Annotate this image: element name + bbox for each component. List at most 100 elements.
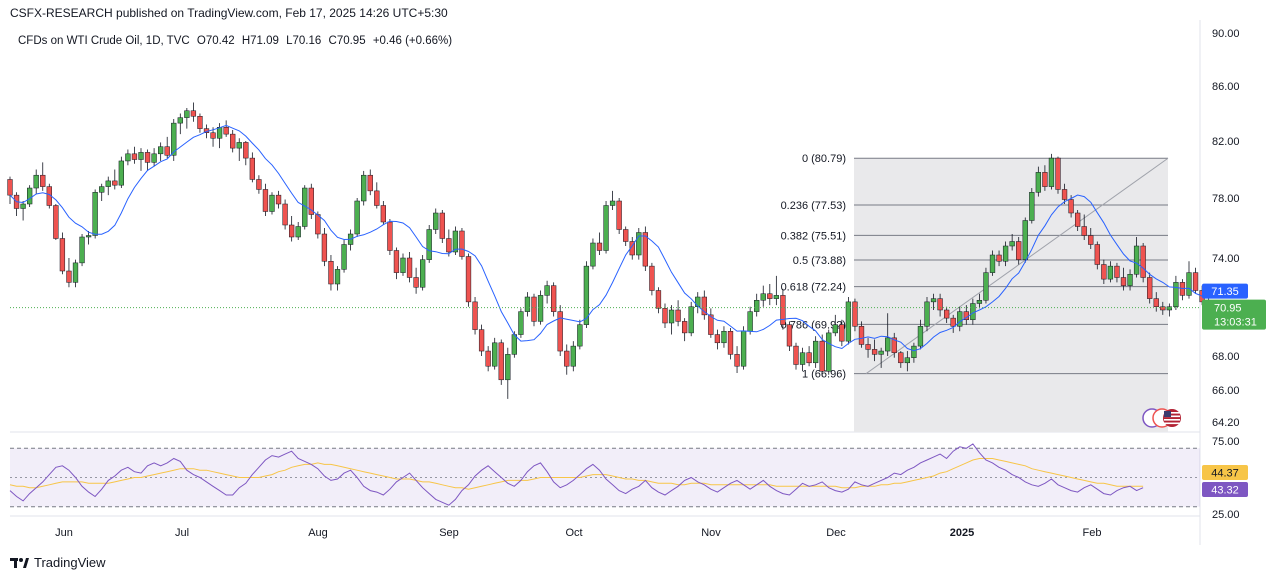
- candle: [112, 169, 118, 190]
- candle: [144, 149, 151, 171]
- candle-body: [983, 272, 989, 301]
- candle: [727, 327, 734, 360]
- fib-level-label-4: 0.618 (72.24): [781, 282, 846, 294]
- flag-stripe: [1164, 419, 1180, 421]
- candle-body: [308, 187, 314, 215]
- candle-body: [66, 270, 72, 283]
- candle-body: [649, 265, 655, 291]
- candle-body: [655, 290, 662, 309]
- candle: [1153, 292, 1159, 312]
- currency-flags-icon[interactable]: [1142, 408, 1181, 428]
- fibonacci-retracement[interactable]: 0 (80.79) 0.236 (77.53) 0.382 (75.51) 0.5 (…: [781, 153, 1169, 432]
- price-tick-label: 82.00: [1212, 136, 1240, 148]
- candle-body: [321, 233, 328, 262]
- candle: [551, 282, 557, 317]
- candle: [636, 228, 642, 260]
- symbol-name[interactable]: CFDs on WTI Crude Oil, 1D, TVC: [18, 35, 190, 47]
- candle: [243, 141, 249, 166]
- candle: [1094, 241, 1100, 270]
- candle-body: [1120, 277, 1127, 286]
- candle-body: [164, 146, 170, 156]
- candle-body: [459, 230, 465, 257]
- candle: [852, 298, 858, 332]
- candle-body: [688, 306, 694, 334]
- time-tick-label: Dec: [826, 527, 846, 539]
- candle: [459, 228, 465, 260]
- candle-body: [524, 296, 531, 312]
- candle: [485, 346, 491, 372]
- candle: [1107, 261, 1114, 283]
- fib-level-label-2: 0.382 (75.51): [781, 230, 846, 242]
- candle: [754, 293, 760, 317]
- candle-body: [413, 277, 419, 288]
- candle: [989, 250, 996, 276]
- candle: [433, 208, 439, 234]
- candle-body: [138, 152, 144, 160]
- candle-body: [596, 242, 603, 251]
- candle-body: [917, 326, 924, 347]
- candle-body: [420, 259, 426, 288]
- candle: [184, 108, 190, 129]
- candle: [819, 334, 825, 377]
- candle: [649, 262, 655, 296]
- candle-body: [105, 180, 111, 187]
- price-axis[interactable]: 90.0086.0082.0078.0074.0070.0066.0064.20…: [1212, 28, 1240, 429]
- candle: [668, 305, 675, 335]
- candle-body: [616, 200, 622, 230]
- candle: [131, 146, 138, 164]
- last-price-tag: [1202, 299, 1266, 330]
- candle: [1147, 272, 1153, 304]
- time-axis[interactable]: Jun Jul Aug Sep Oct Nov Dec 2025 Feb: [55, 527, 1101, 539]
- candle-body: [609, 200, 616, 206]
- candle-body: [1192, 272, 1199, 291]
- candle-body: [885, 337, 891, 352]
- candle: [813, 336, 819, 368]
- candle: [256, 175, 262, 194]
- flag-stripe: [1164, 412, 1180, 414]
- candle: [623, 226, 629, 246]
- candle-body: [1022, 220, 1028, 260]
- candle: [59, 232, 66, 275]
- candle: [682, 318, 688, 342]
- candle-body: [151, 153, 157, 163]
- candle: [1173, 275, 1179, 310]
- candle-body: [341, 244, 347, 270]
- candle: [577, 319, 583, 350]
- candle-body: [1002, 245, 1009, 262]
- candle-body: [295, 226, 301, 238]
- candle: [354, 198, 360, 237]
- candle: [524, 292, 531, 317]
- fib-level-label-1: 0.236 (77.53): [781, 200, 846, 212]
- candle: [557, 305, 563, 356]
- moving-average-path: [9, 124, 1216, 352]
- candle-body: [996, 254, 1002, 262]
- price-tick-label: 68.00: [1212, 351, 1240, 363]
- candle-body: [27, 187, 33, 205]
- candle: [740, 326, 747, 370]
- candle-body: [754, 300, 760, 312]
- flag-stripe: [1164, 422, 1180, 425]
- candle-body: [557, 311, 563, 352]
- candle-body: [236, 142, 242, 149]
- candle: [1009, 234, 1015, 251]
- candle: [891, 332, 897, 358]
- candle-body: [544, 285, 550, 296]
- candle-body: [937, 298, 943, 311]
- candle: [1081, 214, 1087, 240]
- candle: [492, 337, 498, 370]
- candle: [465, 253, 472, 307]
- candle: [1022, 217, 1028, 263]
- candle: [688, 301, 694, 337]
- candle-body: [184, 110, 190, 118]
- candle: [262, 183, 269, 216]
- time-tick-label: Feb: [1083, 527, 1102, 539]
- candle: [249, 152, 255, 183]
- candle-body: [72, 262, 79, 283]
- candle: [413, 267, 419, 294]
- candle-body: [478, 329, 485, 352]
- candle: [7, 176, 13, 204]
- fib-level-label-3: 0.5 (73.88): [793, 255, 846, 267]
- candle: [289, 216, 295, 242]
- candle: [544, 280, 550, 304]
